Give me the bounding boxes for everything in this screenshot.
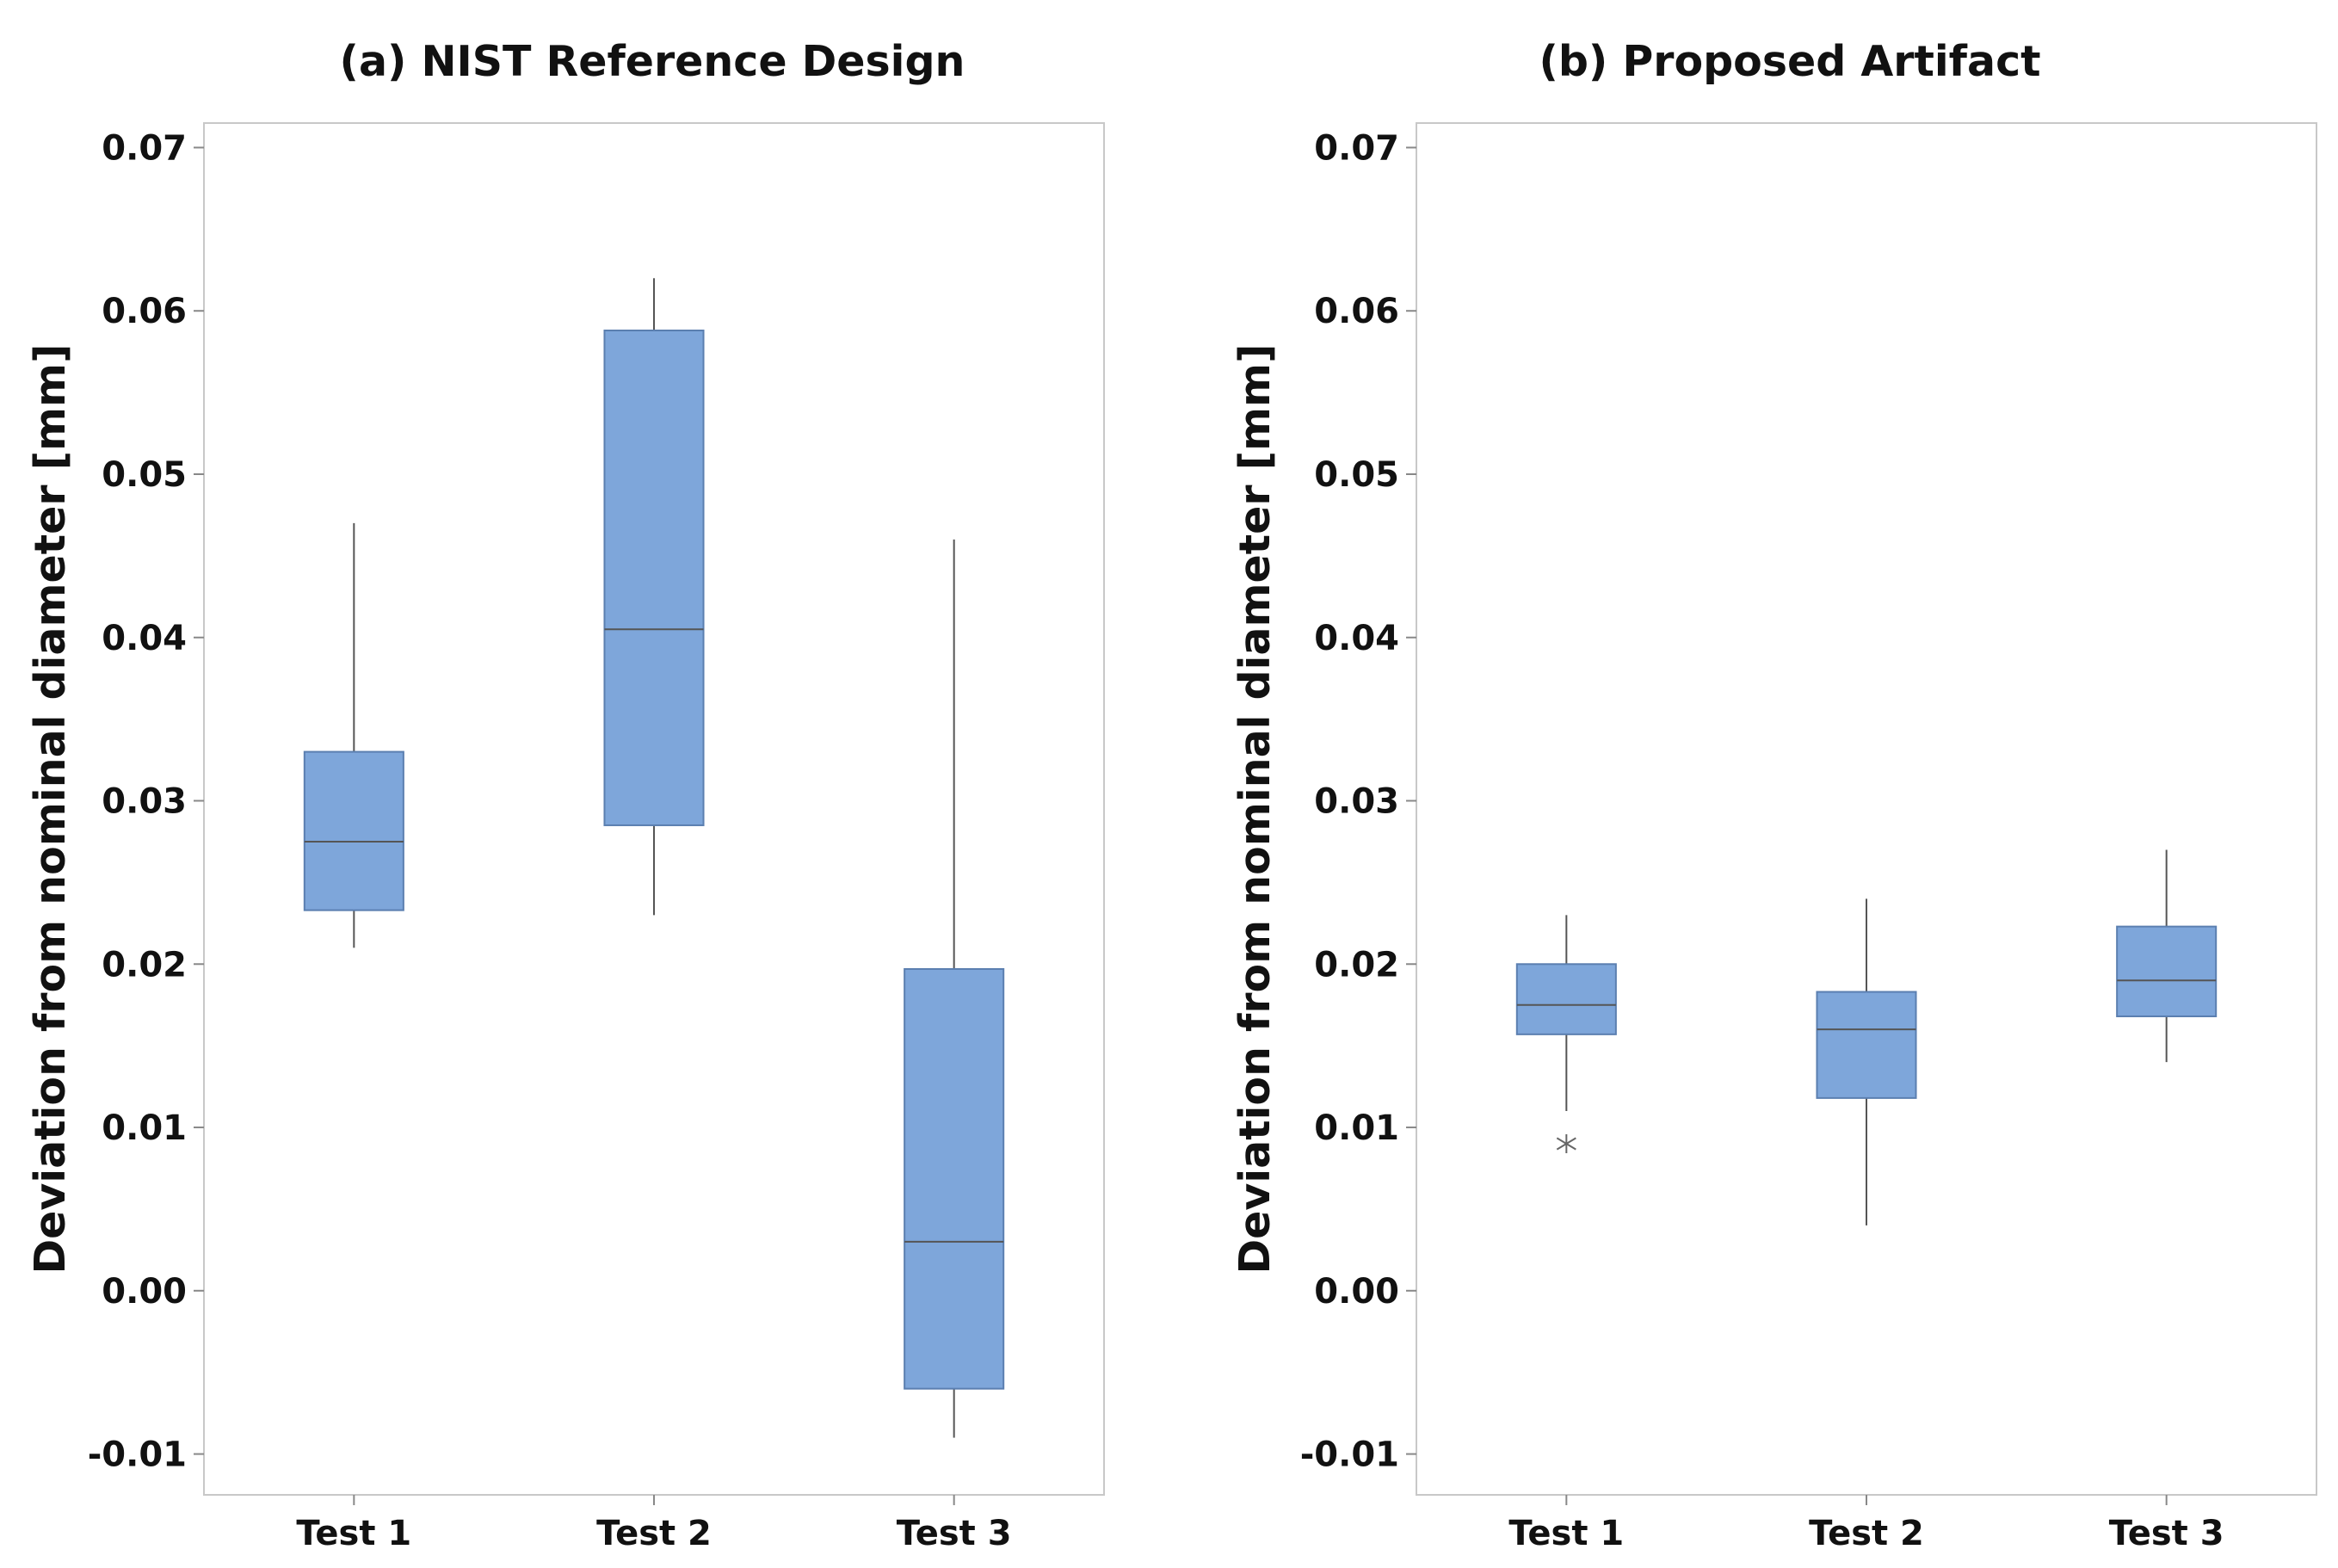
y-tick-label: 0.05 bbox=[102, 455, 187, 495]
x-category-label: Test 2 bbox=[596, 1514, 712, 1553]
panel-a-y-axis-label: Deviation from nominal diameter [mm] bbox=[26, 343, 75, 1274]
y-tick-label: 0.03 bbox=[102, 782, 187, 822]
plot-frame bbox=[1416, 122, 2317, 1496]
panel-b-proposed-artifact: (b) Proposed Artifact Deviation from nom… bbox=[1231, 37, 2317, 1553]
y-tick-label: 0.04 bbox=[1314, 619, 1399, 658]
y-tick-label: 0.00 bbox=[1314, 1272, 1399, 1312]
y-tick-label: 0.07 bbox=[102, 128, 187, 168]
interquartile-box bbox=[2116, 925, 2218, 1017]
y-tick-label: -0.01 bbox=[1300, 1435, 1399, 1475]
panel-b-title: (b) Proposed Artifact bbox=[1539, 37, 2040, 86]
y-tick-label: 0.02 bbox=[1314, 945, 1399, 985]
outlier-asterisk bbox=[1556, 1134, 1576, 1154]
interquartile-box bbox=[603, 329, 705, 826]
y-tick-label: 0.02 bbox=[102, 945, 187, 985]
box-test-1 bbox=[303, 522, 404, 948]
x-category-label: Test 3 bbox=[2109, 1514, 2224, 1553]
interquartile-box bbox=[904, 967, 1005, 1390]
y-tick-label: -0.01 bbox=[88, 1435, 187, 1475]
y-tick-label: 0.01 bbox=[102, 1108, 187, 1148]
y-tick-label: 0.00 bbox=[102, 1272, 187, 1312]
y-tick-label: 0.05 bbox=[1314, 455, 1399, 495]
y-tick-label: 0.06 bbox=[102, 292, 187, 331]
x-category-label: Test 2 bbox=[1809, 1514, 1924, 1553]
box-test-3 bbox=[904, 539, 1005, 1438]
panel-b-y-axis-label: Deviation from nominal diameter [mm] bbox=[1231, 343, 1280, 1274]
box-test-2 bbox=[603, 278, 705, 916]
x-category-label: Test 1 bbox=[296, 1514, 411, 1553]
y-tick-label: 0.04 bbox=[102, 619, 187, 658]
panel-a-nist-reference-design: (a) NIST Reference Design Deviation from… bbox=[26, 37, 1105, 1553]
panel-a-title: (a) NIST Reference Design bbox=[340, 37, 965, 86]
box-test-2 bbox=[1816, 898, 1917, 1225]
interquartile-box bbox=[303, 750, 404, 911]
box-test-1 bbox=[1515, 915, 1617, 1154]
interquartile-box bbox=[1816, 991, 1917, 1099]
interquartile-box bbox=[1515, 963, 1617, 1035]
y-tick-label: 0.06 bbox=[1314, 292, 1399, 331]
y-tick-label: 0.07 bbox=[1314, 128, 1399, 168]
y-tick-label: 0.01 bbox=[1314, 1108, 1399, 1148]
box-test-3 bbox=[2116, 849, 2218, 1063]
x-category-label: Test 1 bbox=[1508, 1514, 1624, 1553]
y-tick-label: 0.03 bbox=[1314, 782, 1399, 822]
x-category-label: Test 3 bbox=[897, 1514, 1012, 1553]
